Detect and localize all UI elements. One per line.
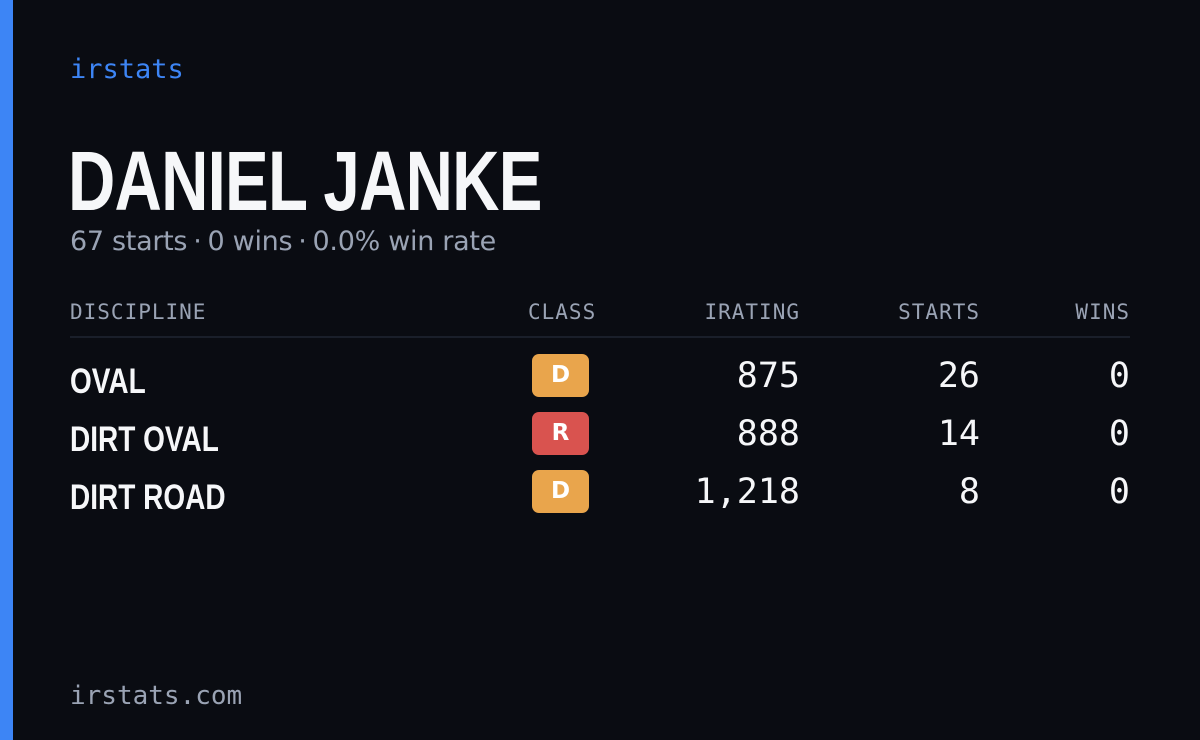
brand-logo[interactable]: irstats — [70, 54, 184, 85]
discipline-name: DIRT ROAD — [70, 478, 226, 517]
footer-url[interactable]: irstats.com — [70, 681, 243, 711]
table-row: DIRT OVAL R 888 14 0 — [0, 412, 1200, 462]
accent-bar — [0, 0, 13, 740]
irating-value: 875 — [736, 356, 800, 396]
table-row: DIRT ROAD D 1,218 8 0 — [0, 470, 1200, 520]
starts-value: 8 — [958, 472, 980, 512]
irating-value: 888 — [736, 414, 800, 454]
starts-summary: 67 starts — [70, 226, 188, 257]
column-header-wins: WINS — [1075, 300, 1130, 324]
wins-summary: 0 wins — [207, 226, 293, 257]
win-rate-summary: 0.0% win rate — [312, 226, 497, 257]
driver-summary: 67 starts · 0 wins · 0.0% win rate — [70, 226, 496, 257]
starts-value: 26 — [937, 356, 980, 396]
irating-value: 1,218 — [694, 472, 800, 512]
table-row: OVAL D 875 26 0 — [0, 354, 1200, 404]
header-divider — [70, 336, 1130, 338]
starts-value: 14 — [937, 414, 980, 454]
column-header-class: CLASS — [528, 300, 597, 324]
wins-value: 0 — [1108, 472, 1130, 512]
driver-name: DANIEL JANKE — [68, 134, 542, 228]
discipline-name: DIRT OVAL — [70, 420, 219, 459]
column-header-starts: STARTS — [898, 300, 980, 324]
class-badge: D — [532, 354, 589, 397]
wins-value: 0 — [1108, 414, 1130, 454]
column-header-discipline: DISCIPLINE — [70, 300, 207, 324]
separator: · — [193, 226, 202, 257]
discipline-name: OVAL — [70, 362, 146, 401]
class-badge: R — [532, 412, 589, 455]
wins-value: 0 — [1108, 356, 1130, 396]
separator: · — [298, 226, 307, 257]
column-header-irating: IRATING — [704, 300, 800, 324]
class-badge: D — [532, 470, 589, 513]
